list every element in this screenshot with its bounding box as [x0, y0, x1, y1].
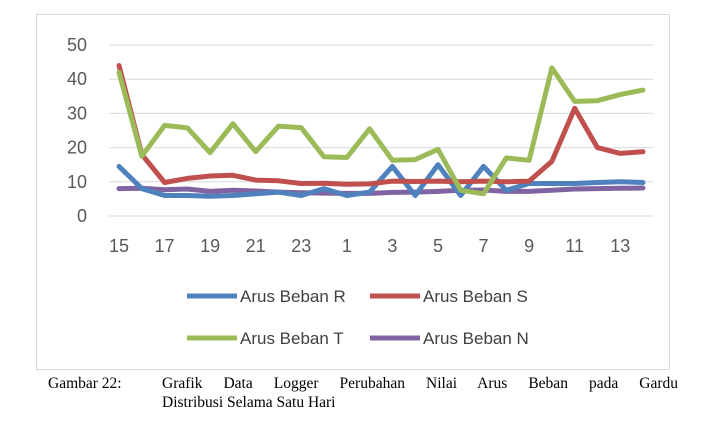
- y-tick-label: 30: [67, 103, 87, 123]
- x-tick-label: 15: [109, 236, 129, 256]
- caption-line-1: Grafik Data Logger Perubahan Nilai Arus …: [162, 375, 678, 392]
- series-line-arus-beban-r: [116, 162, 646, 199]
- x-tick-label: 7: [479, 236, 489, 256]
- x-tick-label: 11: [565, 236, 584, 256]
- caption-prefix: Gambar 22:: [48, 375, 122, 392]
- legend-label-arus-beban-r: Arus Beban R: [240, 287, 346, 306]
- series-line-arus-beban-n: [116, 185, 646, 196]
- x-tick-label: 13: [610, 236, 630, 256]
- y-tick-label: 10: [67, 172, 87, 192]
- x-tick-label: 17: [155, 236, 175, 256]
- series-line-arus-beban-s: [116, 63, 646, 187]
- legend-label-arus-beban-n: Arus Beban N: [423, 329, 529, 348]
- legend: Arus Beban R Arus Beban S Arus Beban T Arus…: [187, 287, 529, 348]
- caption-line-2: Distribusi Selama Satu Hari: [162, 394, 336, 411]
- legend-label-arus-beban-s: Arus Beban S: [423, 287, 528, 306]
- y-tick-label: 20: [67, 138, 87, 158]
- x-tick-label: 3: [387, 236, 397, 256]
- series-line-arus-beban-t: [116, 65, 646, 197]
- series-lines: [116, 63, 646, 199]
- x-tick-label: 1: [342, 236, 352, 256]
- x-tick-label: 5: [433, 236, 443, 256]
- x-tick-label: 19: [200, 236, 220, 256]
- y-tick-label: 40: [67, 69, 87, 89]
- legend-label-arus-beban-t: Arus Beban T: [240, 329, 344, 348]
- y-tick-label: 0: [77, 206, 87, 226]
- x-tick-label: 21: [246, 236, 266, 256]
- y-axis-tick-labels: 0 10 20 30 40 50: [67, 35, 87, 226]
- figure-caption: Gambar 22: Grafik Data Logger Perubahan …: [48, 374, 678, 412]
- x-tick-label: 9: [524, 236, 534, 256]
- y-tick-label: 50: [67, 35, 87, 55]
- x-axis-tick-labels: 15 17 19 21 23 1 3 5 7 9 11 13: [109, 236, 630, 256]
- chart-frame: 0 10 20 30 40 50 15 17 19 21 23 1 3 5 7 9 11 13 Arus Beb…: [36, 14, 670, 370]
- x-tick-label: 23: [291, 236, 311, 256]
